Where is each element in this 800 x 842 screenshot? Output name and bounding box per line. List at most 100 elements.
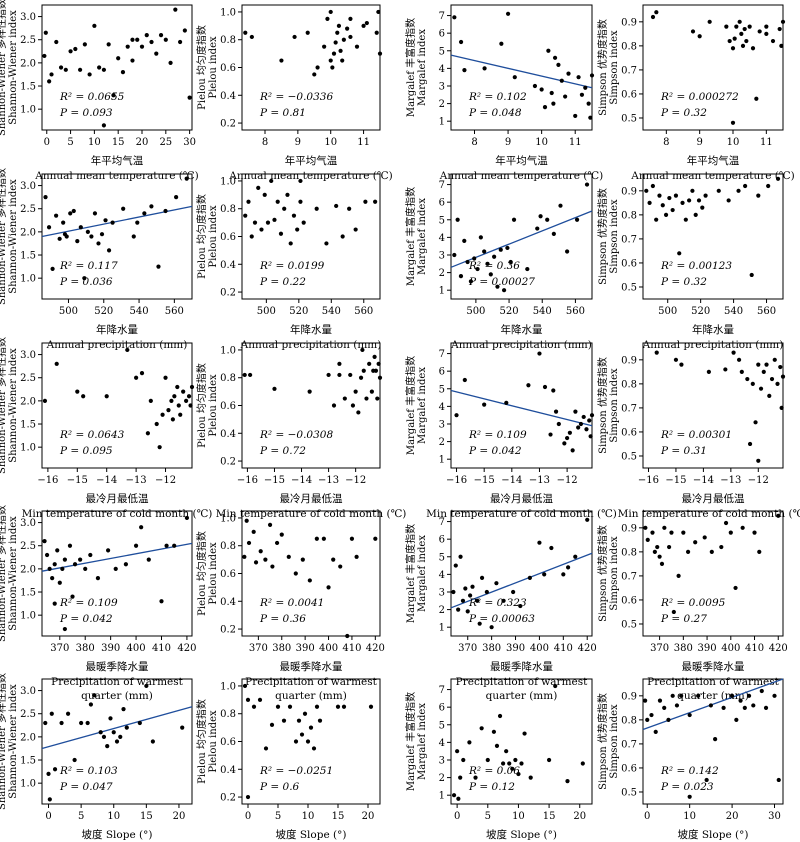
data-point bbox=[491, 729, 497, 734]
r-squared-label: R² = 0.0199 bbox=[259, 260, 325, 272]
x-axis-label-cn: 坡度 Slope (°) bbox=[678, 828, 749, 841]
data-point bbox=[335, 704, 341, 709]
data-point bbox=[743, 183, 748, 189]
y-tick-label: 0.2 bbox=[220, 119, 236, 130]
y-tick-label: 1 bbox=[439, 623, 445, 634]
data-point bbox=[95, 576, 101, 581]
data-point bbox=[537, 351, 542, 356]
x-tick-label: 25 bbox=[159, 137, 172, 148]
data-point bbox=[561, 572, 566, 577]
data-point bbox=[472, 256, 477, 261]
x-tick-label: 370 bbox=[458, 643, 477, 654]
x-axis-label-en: Annual precipitation (mm) bbox=[240, 339, 382, 351]
x-axis-label-cn: 年平均气温 bbox=[687, 154, 740, 167]
x-tick-label: 0 bbox=[45, 811, 51, 822]
y-tick-label: 2.5 bbox=[20, 35, 36, 46]
data-point bbox=[747, 441, 753, 447]
data-point bbox=[301, 220, 306, 225]
r-squared-label: R² = 0.0041 bbox=[259, 597, 324, 609]
r-squared-label: R² = 0.109 bbox=[59, 597, 118, 609]
y-axis-label-en: Pielou index bbox=[208, 36, 219, 99]
data-point bbox=[88, 702, 94, 707]
data-point bbox=[258, 549, 263, 554]
data-point bbox=[244, 518, 249, 523]
x-axis-label-cn: 年平均气温 bbox=[285, 154, 338, 167]
x-tick-label: 10 bbox=[683, 811, 696, 822]
plot-frame bbox=[642, 510, 784, 637]
scatter-panel: 370 380 390 400 410 420 1 2 3 4 5 6 7 Margalef 丰富度指数 M… bbox=[404, 510, 597, 702]
y-tick-label: 2 bbox=[439, 437, 445, 448]
y-tick-label: 1 bbox=[439, 791, 445, 802]
data-point bbox=[667, 544, 672, 550]
data-point bbox=[750, 46, 756, 51]
data-point bbox=[742, 705, 747, 710]
data-point bbox=[263, 746, 269, 751]
y-tick-label: 0.6 bbox=[220, 63, 236, 74]
x-axis-label-cn: 最冷月最低温 bbox=[682, 492, 745, 505]
trend-line bbox=[450, 54, 593, 89]
data-point bbox=[337, 361, 342, 366]
data-point bbox=[116, 56, 121, 61]
data-point bbox=[348, 16, 353, 21]
scatter-panel: 8 9 10 11 0.5 0.6 0.7 0.8 0.9 Simpson 优势度指数 Simpso… bbox=[596, 4, 795, 182]
data-point bbox=[499, 41, 504, 46]
data-point bbox=[154, 421, 159, 427]
x-tick-label: 20 bbox=[573, 811, 586, 822]
plot-frame bbox=[450, 342, 593, 469]
data-point bbox=[777, 26, 782, 32]
plot-frame bbox=[450, 4, 593, 131]
y-tick-label: 6 bbox=[439, 535, 445, 546]
y-tick-label: 3 bbox=[439, 755, 445, 766]
data-point bbox=[734, 717, 739, 722]
data-point bbox=[542, 105, 548, 110]
data-point bbox=[57, 580, 62, 585]
data-point bbox=[693, 540, 698, 545]
data-point bbox=[470, 584, 475, 589]
y-tick-label: 1.5 bbox=[20, 756, 36, 767]
y-axis-label-en: Shannon-Wiener index bbox=[8, 179, 19, 294]
data-point bbox=[345, 633, 350, 639]
x-axis-label-en: Precipitation of warmest quarter (mm) bbox=[647, 676, 779, 702]
y-tick-label: 0.4 bbox=[220, 260, 236, 271]
data-point bbox=[501, 761, 506, 766]
plot-frame bbox=[41, 4, 193, 131]
data-point bbox=[287, 704, 293, 709]
data-point bbox=[588, 115, 593, 120]
y-axis-label-en: Margalef index bbox=[417, 535, 428, 612]
data-point bbox=[676, 573, 681, 579]
y-tick-label: 2.5 bbox=[20, 204, 36, 215]
data-point bbox=[49, 72, 54, 77]
x-tick-label: 10 bbox=[535, 137, 548, 148]
data-point bbox=[673, 193, 679, 198]
data-point bbox=[149, 204, 154, 209]
data-point bbox=[253, 560, 259, 565]
data-point bbox=[652, 549, 657, 554]
data-point bbox=[501, 288, 507, 293]
data-point bbox=[724, 24, 729, 29]
data-point bbox=[463, 586, 468, 591]
data-point bbox=[42, 538, 47, 544]
data-point bbox=[535, 226, 540, 231]
scatter-panel: 0 5 10 15 20 1 2 3 4 5 6 7 Margalef 丰富度指数 Margalef in… bbox=[404, 678, 593, 841]
trend-line bbox=[450, 210, 593, 268]
x-axis-label-en: Min temperature of cold month (℃) bbox=[216, 508, 407, 520]
data-point bbox=[259, 227, 264, 232]
data-point bbox=[764, 24, 769, 29]
y-tick-label: 6 bbox=[439, 29, 445, 40]
data-point bbox=[373, 536, 378, 541]
y-tick-label: 0.8 bbox=[621, 547, 637, 558]
data-point bbox=[519, 761, 524, 766]
data-point bbox=[376, 361, 381, 366]
data-point bbox=[479, 726, 484, 731]
y-tick-label: 0.6 bbox=[220, 232, 236, 243]
data-point bbox=[452, 252, 457, 258]
y-tick-label: 1.5 bbox=[20, 588, 36, 599]
data-point bbox=[498, 247, 503, 252]
data-point bbox=[494, 581, 499, 586]
data-point bbox=[576, 75, 581, 80]
data-point bbox=[478, 235, 483, 240]
data-point bbox=[293, 739, 299, 744]
data-point bbox=[512, 75, 517, 80]
data-point bbox=[176, 403, 181, 408]
data-point bbox=[347, 206, 352, 211]
